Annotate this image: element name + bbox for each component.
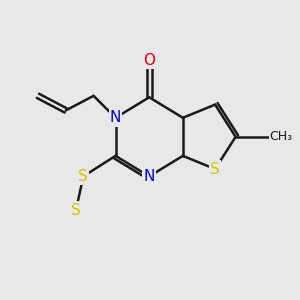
Text: O: O bbox=[143, 53, 155, 68]
Text: S: S bbox=[210, 161, 220, 176]
Text: S: S bbox=[78, 169, 88, 184]
Text: S: S bbox=[71, 202, 81, 217]
Text: N: N bbox=[110, 110, 121, 125]
Text: CH₃: CH₃ bbox=[269, 130, 292, 143]
Text: N: N bbox=[143, 169, 155, 184]
